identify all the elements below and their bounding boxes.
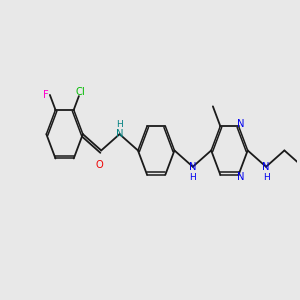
Text: N: N [189,162,196,172]
Text: H: H [189,173,196,182]
Text: N: N [237,119,245,129]
Text: O: O [95,160,103,170]
Text: N: N [116,129,123,139]
Text: H: H [263,173,269,182]
Text: F: F [43,90,49,100]
Text: N: N [237,172,245,182]
Text: Cl: Cl [76,88,85,98]
Text: H: H [116,120,123,129]
Text: N: N [262,162,270,172]
